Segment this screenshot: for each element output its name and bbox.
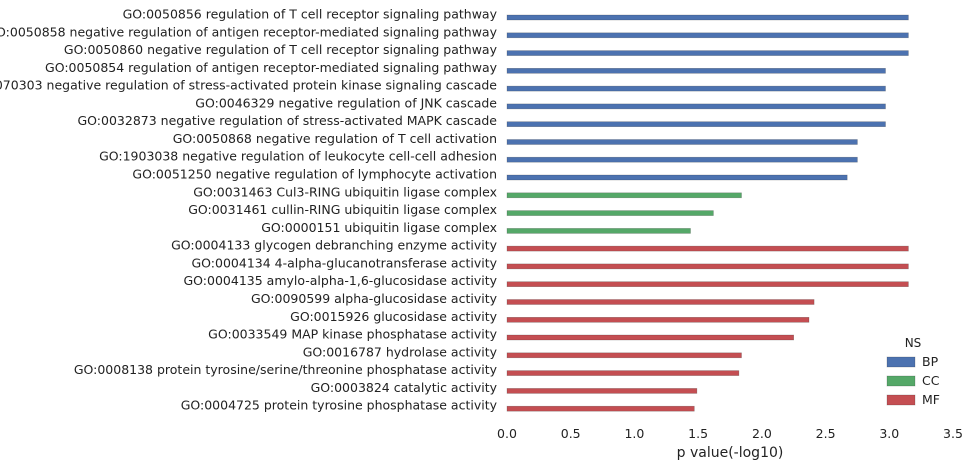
category-label: GO:0050858 negative regulation of antige…	[0, 24, 498, 39]
x-tick-label: 0.0	[497, 426, 517, 441]
category-label: GO:0003824 catalytic activity	[311, 380, 498, 395]
x-tick-label: 1.0	[624, 426, 644, 441]
bar	[506, 245, 909, 252]
legend-swatch-cc	[886, 375, 916, 387]
bars-group	[506, 14, 909, 412]
bar	[506, 352, 742, 359]
bar	[506, 370, 740, 376]
category-label: GO:0031461 cullin-RING ubiquitin ligase …	[188, 202, 497, 217]
x-tick-label: 2.5	[816, 426, 836, 441]
x-tick-label: 3.0	[879, 426, 899, 441]
category-label: GO:1903038 negative regulation of leukoc…	[99, 149, 497, 164]
category-label: GO:0050868 negative regulation of T cell…	[173, 131, 497, 146]
category-label: GO:0051250 negative regulation of lympho…	[132, 167, 497, 182]
bar	[506, 156, 858, 163]
bar	[506, 50, 909, 56]
bar	[506, 139, 858, 145]
x-tick-labels-group: 0.0 0.5 1.0 1.5 2.0 2.5 3.0 3.5	[497, 426, 963, 441]
legend-swatch-mf	[886, 394, 916, 406]
bar	[506, 68, 886, 74]
category-label: GO:0004135 amylo-alpha-1,6-glucosidase a…	[184, 273, 498, 288]
legend-label-bp: BP	[922, 354, 939, 369]
bar	[506, 121, 886, 127]
bar	[506, 210, 714, 216]
bar	[506, 32, 909, 39]
category-label: GO:0031463 Cul3-RING ubiquitin ligase co…	[193, 184, 497, 199]
bar	[506, 174, 848, 181]
legend-label-mf: MF	[922, 392, 940, 407]
category-label: GO:0050854 regulation of antigen recepto…	[45, 60, 498, 75]
category-labels-group: GO:0050856 regulation of T cell receptor…	[0, 7, 498, 413]
bar	[506, 192, 742, 199]
bar	[506, 405, 695, 412]
category-label: GO:0004725 protein tyrosine phosphatase …	[181, 398, 498, 413]
bar	[506, 85, 886, 92]
bar	[506, 103, 886, 110]
category-label: GO:0016787 hydrolase activity	[303, 344, 498, 359]
x-tick-label: 1.5	[688, 426, 708, 441]
category-label: GO:0050860 negative regulation of T cell…	[64, 42, 498, 57]
bar	[506, 334, 795, 341]
category-label: GO:0004134 4-alpha-glucanotransferase ac…	[192, 255, 498, 270]
legend-title: NS	[905, 336, 922, 350]
bar	[506, 316, 810, 323]
bar	[506, 228, 691, 234]
bar	[506, 263, 909, 270]
category-label: GO:0070303 negative regulation of stress…	[0, 78, 497, 93]
category-label: GO:0090599 alpha-glucosidase activity	[251, 291, 498, 306]
category-label: GO:0015926 glucosidase activity	[290, 309, 497, 324]
category-label: GO:0032873 negative regulation of stress…	[77, 113, 497, 128]
x-tick-label: 2.0	[752, 426, 772, 441]
category-label: GO:0050856 regulation of T cell receptor…	[123, 7, 498, 22]
x-tick-label: 3.5	[943, 426, 963, 441]
category-label: GO:0046329 negative regulation of JNK ca…	[195, 95, 497, 110]
bar	[506, 14, 909, 21]
category-label: GO:0008138 protein tyrosine/serine/threo…	[74, 362, 498, 377]
category-label: GO:0004133 glycogen debranching enzyme a…	[171, 238, 497, 253]
bar	[506, 388, 698, 394]
category-label: GO:0033549 MAP kinase phosphatase activi…	[208, 327, 497, 342]
legend: NS BP CC MF	[886, 336, 940, 407]
x-tick-label: 0.5	[561, 426, 581, 441]
bar	[506, 299, 815, 305]
x-axis-label: p value(-log10)	[677, 445, 784, 461]
bar	[506, 281, 909, 288]
category-label: GO:0000151 ubiquitin ligase complex	[261, 220, 497, 235]
legend-label-cc: CC	[922, 373, 940, 388]
legend-swatch-bp	[886, 356, 916, 368]
